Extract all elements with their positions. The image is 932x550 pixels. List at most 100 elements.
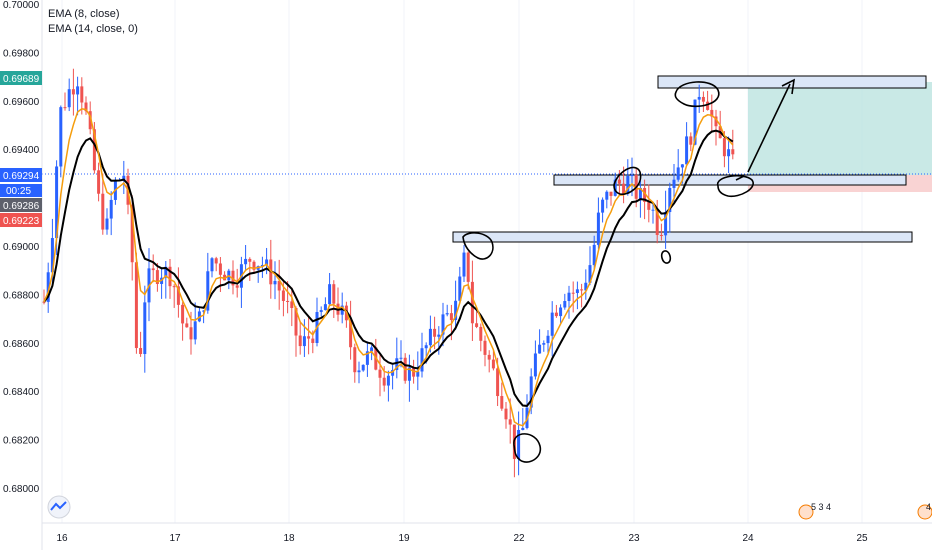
candle-body [487, 354, 491, 360]
candle-body [680, 164, 684, 168]
zone-mid[interactable] [553, 174, 907, 186]
y-tick-label: 0.68400 [3, 387, 40, 398]
candle-body [655, 209, 659, 235]
candle-body [588, 265, 592, 283]
candle-body [550, 312, 554, 336]
candle-body [206, 271, 210, 311]
candle-body [538, 344, 542, 354]
candle-body [55, 166, 59, 239]
candle-body [365, 351, 369, 365]
candle-body [193, 321, 197, 340]
candle-body [651, 209, 655, 211]
candle-body [286, 300, 290, 302]
candle-body [382, 377, 386, 386]
legend-ema-14[interactable]: EMA (14, close, 0) [48, 23, 138, 35]
y-tick-label: 0.69800 [3, 48, 40, 59]
event-badge-edge-icon[interactable]: 4 [917, 502, 932, 520]
x-tick-label: 19 [398, 533, 410, 544]
price-tag-target: 0.69689 [0, 71, 42, 85]
zone-resistance-top[interactable] [657, 75, 927, 89]
price-tag-mid: 0.69286 [0, 198, 42, 212]
indicator-legend[interactable]: EMA (8, close) EMA (14, close, 0) [48, 7, 138, 37]
candle-body [441, 314, 445, 335]
candle-body [542, 343, 546, 345]
candle-body [97, 170, 101, 194]
svg-text:5 3 4: 5 3 4 [811, 502, 831, 512]
candle-body [462, 252, 466, 277]
candle-body [659, 234, 663, 236]
candle-body [386, 375, 390, 386]
candle-body [71, 89, 75, 95]
candle-body [248, 258, 252, 262]
candle-body [361, 364, 365, 371]
candle-body [244, 258, 248, 265]
candle-body [580, 289, 584, 291]
candle-body [164, 266, 168, 278]
profit-zone[interactable] [748, 82, 932, 175]
candle-body [584, 282, 588, 291]
x-tick-label: 16 [56, 533, 68, 544]
candle-body [559, 307, 563, 317]
candle-body [601, 199, 605, 213]
candle-body [218, 263, 222, 275]
candle-body [370, 347, 374, 352]
candle-body [668, 187, 672, 213]
svg-text:0.69223: 0.69223 [3, 216, 40, 227]
x-axis[interactable]: 16 17 18 19 22 23 24 25 [56, 533, 868, 544]
x-tick-label: 18 [283, 533, 295, 544]
candle-body [454, 300, 458, 321]
candle-body [46, 272, 50, 302]
candle-body [626, 175, 630, 194]
candle-body [235, 285, 239, 288]
annotations [462, 78, 796, 463]
candle-body [143, 302, 147, 355]
candle-body [521, 427, 525, 430]
ema-14-line [43, 129, 734, 407]
y-tick-label: 0.68200 [3, 436, 40, 447]
tradingview-logo-icon[interactable] [47, 495, 71, 519]
candle-body [109, 199, 113, 219]
candle-body [353, 347, 357, 373]
candle-body [395, 358, 399, 370]
candle-body [685, 136, 689, 165]
candle-body [294, 308, 298, 336]
candle-body [176, 286, 180, 305]
candle-body [92, 129, 96, 171]
candle-body [130, 204, 134, 263]
candle-body [458, 276, 462, 301]
y-tick-label: 0.68800 [3, 290, 40, 301]
candle-body [731, 149, 735, 155]
legend-ema-8[interactable]: EMA (8, close) [48, 8, 120, 20]
candle-body [307, 336, 311, 339]
ema-8-line [43, 108, 734, 427]
candle-body [697, 96, 701, 100]
y-tick-label: 0.69400 [3, 145, 40, 156]
candle-body [664, 212, 668, 236]
candle-body [449, 313, 453, 321]
zone-support[interactable] [452, 231, 913, 243]
candle-body [475, 323, 479, 327]
candle-body [567, 292, 571, 302]
candle-body [638, 187, 642, 199]
candle-body [399, 357, 403, 359]
candle-body [231, 270, 235, 286]
candle-body [214, 258, 218, 264]
event-badge-icon[interactable]: 5 3 4 [798, 502, 831, 520]
candle-body [722, 138, 726, 157]
candle-body [139, 348, 143, 355]
candle-body [151, 268, 155, 271]
candle-body [622, 183, 626, 194]
y-axis[interactable]: 0.68000 0.68200 0.68400 0.68600 0.68800 0.690… [3, 0, 40, 495]
candle-body [189, 327, 193, 340]
candle-body [210, 258, 214, 272]
candle-body [59, 107, 63, 167]
candle-body [265, 259, 269, 265]
candle-body [483, 340, 487, 355]
price-tag-stop: 0.69223 [0, 213, 42, 227]
candle-body [479, 326, 483, 341]
candle-body [710, 109, 714, 117]
candle-body [63, 107, 67, 109]
candle-body [290, 301, 294, 309]
x-tick-label: 24 [742, 533, 754, 544]
